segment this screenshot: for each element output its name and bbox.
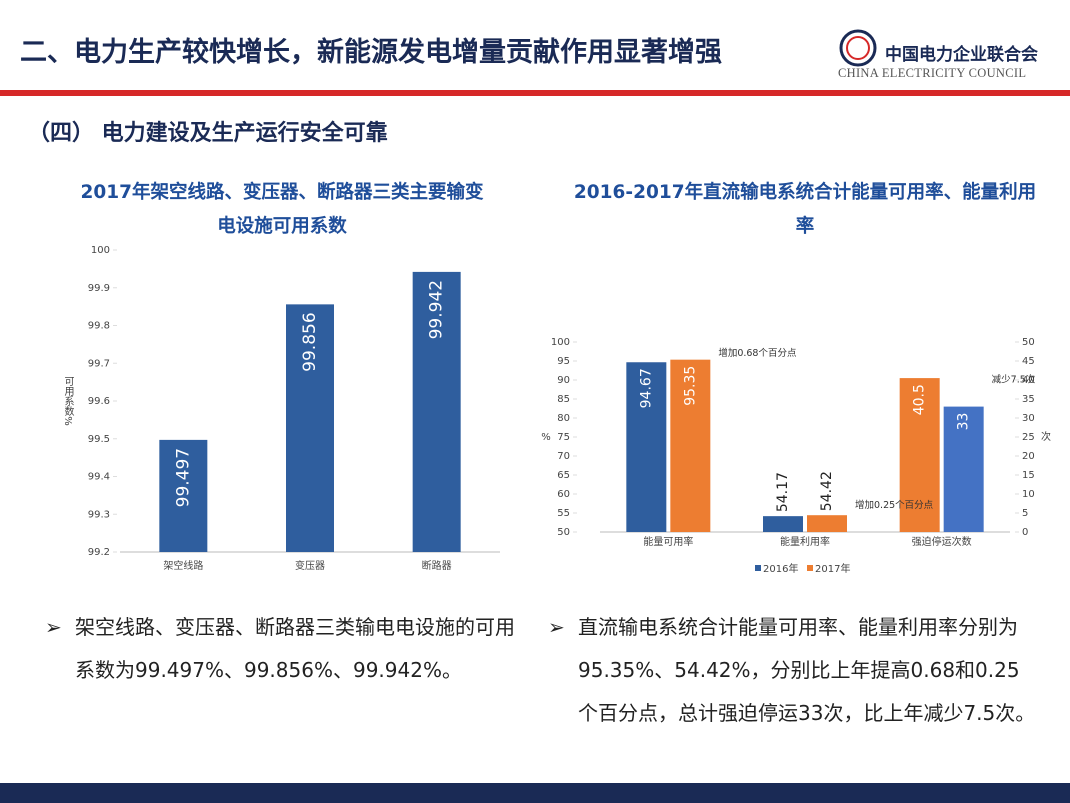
bullet: ➢ 直流输电系统合计能量可用率、能量利用率分别为95.35%、54.42%，分别比… (548, 606, 1038, 735)
y-tick-label: 50 (557, 527, 570, 538)
chart: 99.2 99.3 99.4 99.5 99.6 99.7 99.8 99.9 100 可用系数%… (62, 245, 500, 572)
bullet-text: 直流输电系统合计能量可用率、能量利用率分别为95.35%、54.42%，分别比上… (578, 615, 1036, 725)
y-tick-label: 99.2 (88, 547, 110, 558)
bar (626, 362, 667, 532)
value-label: 33 (956, 413, 972, 431)
x-tick-label: 能量可用率 (643, 535, 693, 548)
bar (412, 271, 461, 552)
y-tick-label: 50 (1022, 337, 1035, 348)
y-tick-label: 60 (557, 489, 570, 500)
value-label: 54.17 (775, 472, 791, 512)
y-tick-label: 99.7 (88, 358, 110, 369)
bar (943, 406, 984, 532)
bullet-text: 架空线路、变压器、断路器三类输电电设施的可用系数为99.497%、99.856%… (75, 615, 515, 682)
divider (0, 90, 1070, 96)
x-tick-label: 能量利用率 (780, 535, 830, 548)
legend-label: 2016年 (763, 562, 798, 575)
legend-label: 2017年 (815, 562, 850, 575)
y-tick-label: 70 (557, 451, 570, 462)
y-tick-label: 99.3 (88, 509, 110, 520)
y-tick-label: 55 (557, 508, 570, 519)
annotation: 减少7.5次 (992, 374, 1036, 386)
annotation: 增加0.25个百分点 (855, 499, 934, 511)
y-tick-label: 99.4 (88, 472, 110, 483)
y-tick-label: 100 (551, 337, 570, 348)
y2-axis-label: 次 (1041, 430, 1051, 443)
legend-swatch (755, 565, 761, 571)
x-tick-label: 架空线路 (163, 559, 203, 572)
footer-band (0, 783, 1070, 803)
y-tick-label: 10 (1022, 489, 1035, 500)
annotation: 增加0.68个百分点 (718, 347, 797, 359)
org-name-en: CHINA ELECTRICITY COUNCIL (838, 66, 1027, 80)
bar (807, 515, 847, 532)
value-label: 54.42 (819, 471, 835, 511)
legend-swatch (807, 565, 813, 571)
y-tick-label: 95 (557, 356, 570, 367)
y-tick-label: 20 (1022, 451, 1035, 462)
y-axis-label: % (541, 432, 551, 443)
y-tick-label: 15 (1022, 470, 1035, 481)
bar (670, 359, 711, 532)
y-tick-label: 40 (1022, 375, 1035, 386)
bar (159, 439, 208, 552)
y-tick-label: 80 (557, 413, 570, 424)
value-label: 95.35 (682, 366, 698, 406)
y-tick-label: 90 (557, 375, 570, 386)
x-tick-label: 强迫停运次数 (912, 535, 972, 548)
y-tick-label: 65 (557, 470, 570, 481)
value-label: 99.497 (173, 448, 193, 507)
bullet: ➢ 架空线路、变压器、断路器三类输电电设施的可用系数为99.497%、99.856… (45, 606, 515, 692)
y-tick-label: 85 (557, 394, 570, 405)
y-tick-label: 99.8 (88, 321, 110, 332)
y-tick-label: 45 (1022, 356, 1035, 367)
value-label: 40.5 (912, 384, 928, 415)
value-label: 94.67 (638, 368, 654, 408)
chart-title: 2016-2017年直流输电系统合计能量可用率、能量利用率 (573, 182, 1037, 237)
y-tick-label: 5 (1022, 508, 1028, 519)
y-tick-label: 75 (557, 432, 570, 443)
org-name: 中国电力企业联合会 (885, 45, 1038, 65)
y-tick-label: 0 (1022, 527, 1028, 538)
section-title: （四） 电力建设及生产运行安全可靠 (28, 121, 388, 146)
y-axis-label: 可用系数% (62, 376, 74, 426)
y-tick-label: 100 (91, 245, 110, 256)
x-tick-label: 断路器 (422, 559, 452, 572)
chart: 50 55 60 65 70 75 80 85 90 95 100 0 5 10 15 20 25 30 35 40 4… (541, 337, 1051, 575)
value-label: 99.942 (427, 280, 447, 339)
y-tick-label: 35 (1022, 394, 1035, 405)
bar (286, 304, 334, 552)
bar (899, 378, 940, 532)
chart-title: 2017年架空线路、变压器、断路器三类主要输变电设施可用系数 (80, 182, 484, 237)
y-tick-label: 30 (1022, 413, 1035, 424)
slide-title: 二、电力生产较快增长，新能源发电增量贡献作用显著增强 (20, 37, 722, 68)
y-tick-label: 25 (1022, 432, 1035, 443)
logo (839, 29, 877, 67)
bar (763, 516, 803, 532)
value-label: 99.856 (300, 312, 320, 371)
y-tick-label: 99.9 (88, 283, 110, 294)
y-tick-label: 99.6 (88, 396, 110, 407)
x-tick-label: 变压器 (295, 559, 325, 572)
y-tick-label: 99.5 (88, 434, 110, 445)
